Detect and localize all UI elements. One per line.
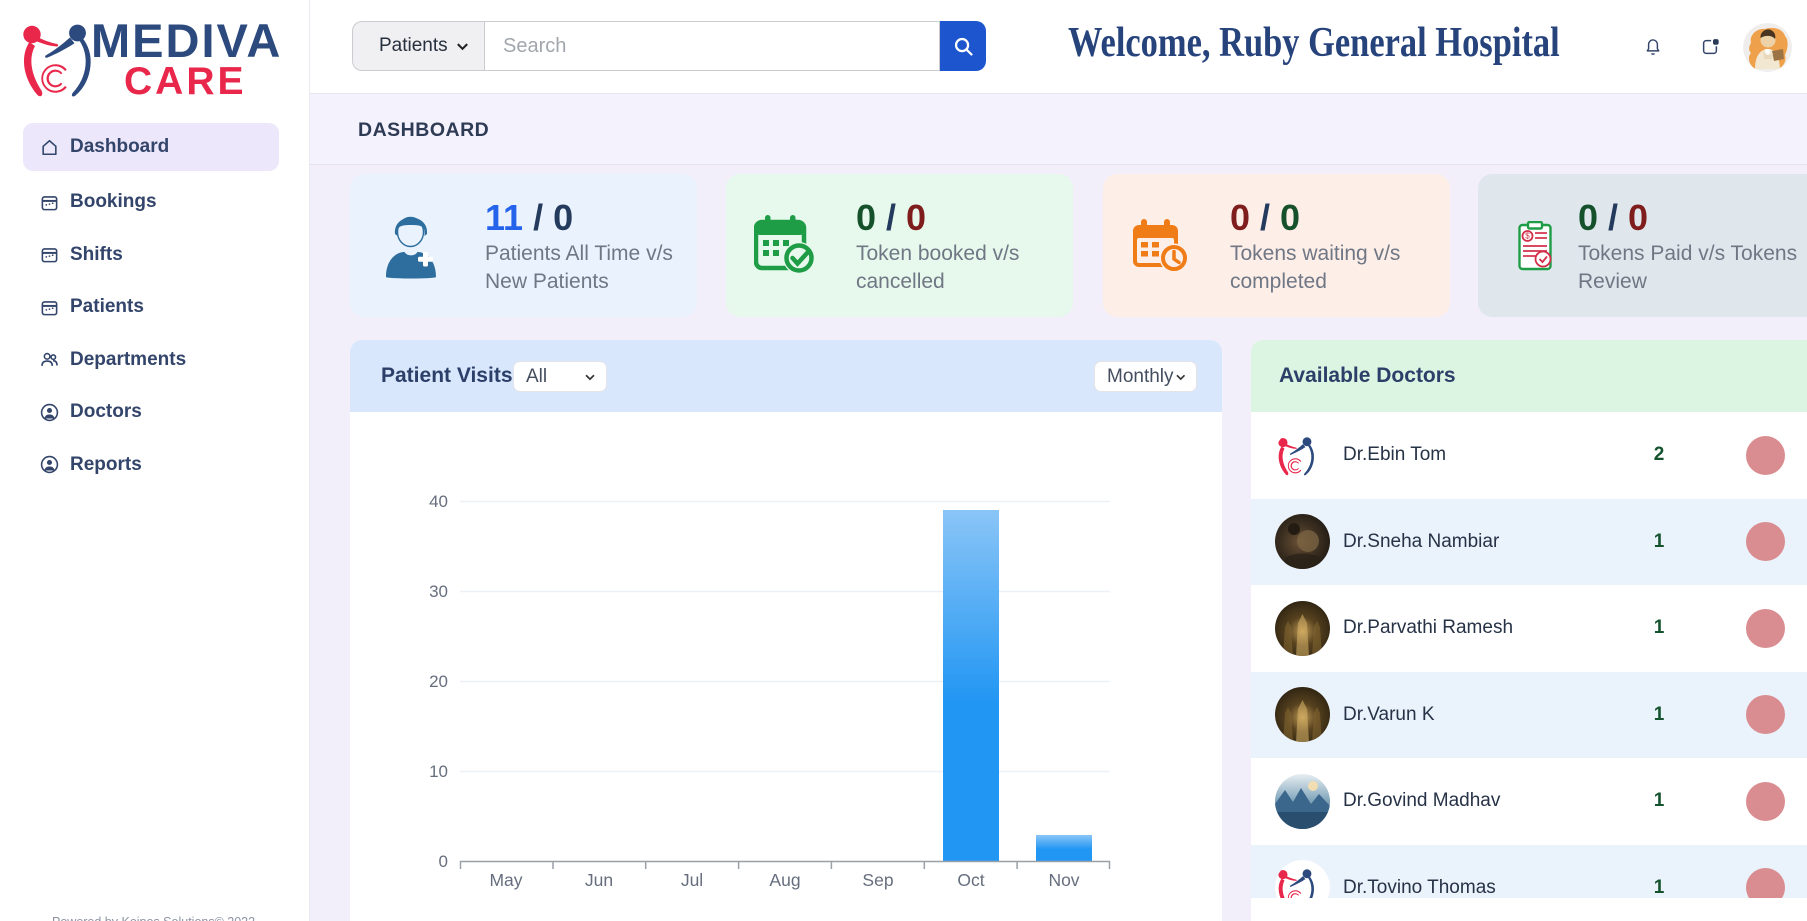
svg-text:$: $ <box>1525 231 1530 240</box>
svg-text:20: 20 <box>429 672 448 691</box>
svg-text:0: 0 <box>439 852 448 871</box>
svg-text:40: 40 <box>429 492 448 511</box>
svg-text:Jul: Jul <box>681 870 703 890</box>
svg-text:Jun: Jun <box>585 870 613 890</box>
svg-text:May: May <box>489 870 522 890</box>
svg-text:Oct: Oct <box>957 870 984 890</box>
svg-text:Aug: Aug <box>769 870 800 890</box>
svg-text:10: 10 <box>429 762 448 781</box>
svg-text:Sep: Sep <box>862 870 893 890</box>
svg-text:Nov: Nov <box>1048 870 1079 890</box>
svg-text:30: 30 <box>429 582 448 601</box>
